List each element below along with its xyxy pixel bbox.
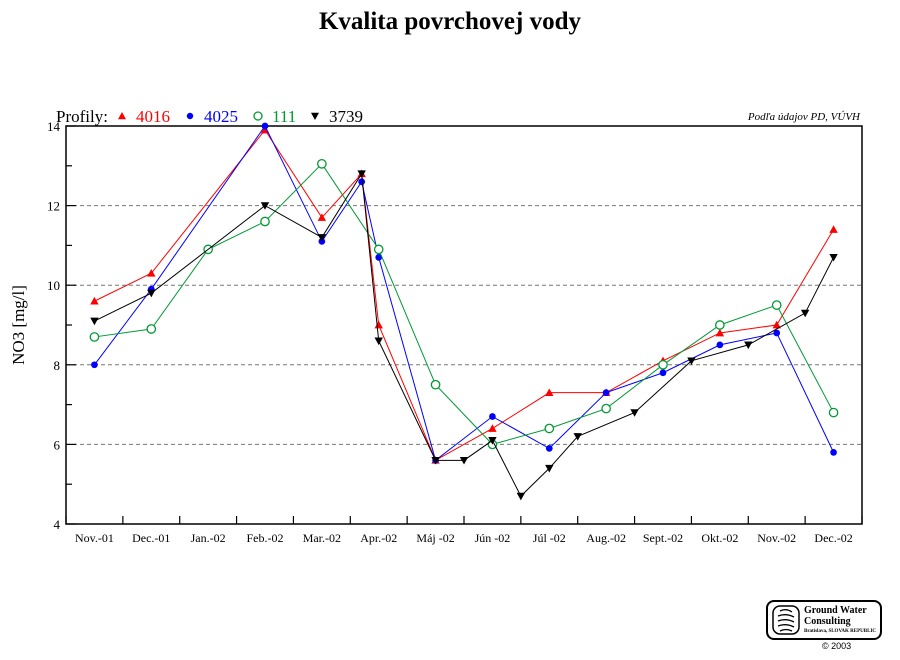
data-point-4025 (716, 341, 724, 349)
y-tick-label: 6 (54, 437, 61, 452)
legend-label-111: 111 (272, 107, 296, 126)
data-point-4016 (772, 320, 781, 329)
x-tick-label: Jún -02 (475, 531, 511, 545)
data-point-111 (658, 359, 668, 370)
data-point-3739 (357, 170, 366, 178)
data-point-111 (146, 324, 157, 334)
data-point-111 (771, 300, 782, 310)
x-tick-label: Máj -02 (416, 531, 454, 545)
legend-label-4016: 4016 (136, 107, 170, 126)
x-tick-label: Dec.-01 (132, 531, 170, 545)
data-point-3739 (317, 234, 327, 242)
data-point-3739 (260, 202, 270, 210)
data-point-4025 (545, 445, 553, 452)
x-tick-label: Nov.-01 (75, 531, 114, 545)
data-point-111 (260, 216, 270, 227)
data-point-111 (715, 320, 725, 330)
data-point-3739 (573, 433, 582, 441)
data-point-4025 (91, 361, 98, 369)
company-logo: Ground Water Consulting Bratislava, SLOV… (766, 600, 882, 640)
logo-text-line1: Ground Water (804, 605, 867, 616)
data-point-4025 (773, 329, 781, 337)
y-axis-label: NO3 [mg/l] (9, 285, 28, 365)
data-point-4016 (488, 424, 497, 432)
data-point-4016 (90, 296, 99, 305)
legend-label-4025: 4025 (204, 107, 238, 126)
x-tick-label: Sept.-02 (643, 531, 683, 545)
data-point-4025 (261, 122, 269, 130)
copyright-note: © 2003 (822, 641, 852, 651)
legend-label-3739: 3739 (329, 107, 363, 126)
legend-prefix: Profily: (56, 107, 108, 126)
x-tick-label: Nov.-02 (757, 531, 796, 545)
data-point-4025 (375, 253, 383, 261)
x-tick-label: Okt.-02 (701, 531, 738, 545)
data-point-111 (317, 158, 327, 169)
data-point-4016 (545, 388, 554, 397)
chart-title: Kvalita povrchovej vody (318, 8, 582, 35)
data-point-4016 (374, 320, 383, 329)
data-point-3739 (90, 317, 99, 326)
legend-marker-111 (253, 111, 263, 121)
x-tick-label: Dec.-02 (814, 531, 852, 545)
data-point-3739 (459, 456, 469, 465)
data-point-3739 (687, 357, 696, 366)
x-tick-label: Jan.-02 (191, 531, 226, 545)
data-point-4025 (830, 449, 837, 456)
x-tick-label: Apr.-02 (360, 531, 397, 545)
data-point-3739 (431, 456, 440, 465)
x-tick-label: Mar.-02 (303, 531, 341, 545)
data-point-111 (430, 379, 441, 390)
series-line-4016 (94, 129, 835, 462)
logo-text-line2: Consulting (804, 616, 851, 627)
legend-marker-3739 (311, 112, 319, 120)
y-tick-label: 10 (47, 278, 60, 293)
data-point-111 (601, 403, 611, 414)
data-point-3739 (829, 253, 838, 262)
data-point-4016 (715, 328, 725, 337)
series-line-111 (94, 163, 835, 445)
data-point-3739 (630, 409, 639, 417)
data-point-3739 (800, 309, 810, 318)
data-point-3739 (147, 289, 156, 298)
data-point-4025 (358, 178, 366, 186)
data-point-4025 (602, 389, 610, 397)
logo-mark-icon (772, 605, 800, 635)
data-point-3739 (744, 341, 753, 350)
data-point-111 (828, 407, 839, 418)
data-point-4016 (829, 225, 838, 233)
logo-subtext: Bratislava, SLOVAK REPUBLIC (804, 629, 877, 634)
data-point-4025 (489, 413, 496, 420)
data-point-3739 (488, 437, 497, 445)
data-point-4016 (317, 213, 327, 221)
y-tick-label: 14 (47, 119, 61, 134)
y-tick-label: 4 (54, 517, 61, 532)
legend-marker-4016 (118, 112, 126, 120)
data-point-3739 (516, 492, 526, 501)
data-point-111 (544, 423, 555, 434)
legend-marker-4025 (186, 112, 194, 120)
y-tick-label: 8 (54, 358, 61, 373)
data-point-3739 (374, 337, 383, 346)
data-point-111 (89, 332, 100, 342)
data-point-3739 (545, 464, 554, 473)
y-tick-label: 12 (47, 199, 60, 214)
data-point-4025 (659, 369, 667, 377)
source-note: Podľa údajov PD, VÚVH (747, 111, 861, 123)
series-line-4025 (94, 125, 835, 462)
x-tick-label: Feb.-02 (247, 531, 284, 545)
x-tick-label: Aug.-02 (586, 531, 626, 545)
data-point-4016 (147, 269, 156, 277)
data-point-111 (373, 244, 384, 255)
data-point-4016 (260, 125, 270, 134)
x-tick-label: Júl -02 (533, 531, 566, 545)
